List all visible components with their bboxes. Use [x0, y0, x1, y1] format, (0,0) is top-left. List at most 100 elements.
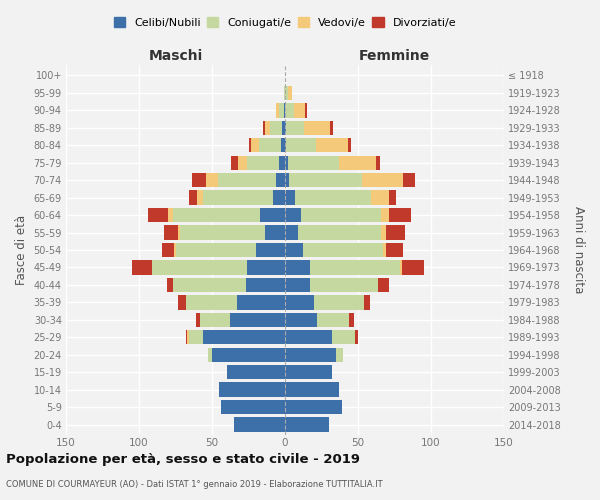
Bar [286, 120, 304, 135]
Bar [186, 295, 237, 310]
Bar [178, 226, 180, 239]
Bar [336, 348, 343, 362]
Bar [383, 243, 386, 257]
Bar [285, 190, 295, 205]
Bar [191, 173, 206, 188]
Bar [260, 208, 285, 222]
Bar [221, 400, 285, 414]
Text: Popolazione per età, sesso e stato civile - 2019: Popolazione per età, sesso e stato civil… [6, 452, 360, 466]
Bar [231, 156, 238, 170]
Bar [310, 278, 379, 292]
Bar [132, 260, 152, 274]
Bar [301, 208, 382, 222]
Bar [265, 120, 271, 135]
Bar [317, 312, 349, 327]
Bar [173, 278, 245, 292]
Bar [386, 243, 403, 257]
Bar [289, 173, 362, 188]
Bar [294, 103, 305, 118]
Bar [238, 156, 247, 170]
Bar [247, 156, 279, 170]
Bar [203, 190, 274, 205]
Bar [285, 208, 301, 222]
Bar [285, 295, 314, 310]
Bar [176, 243, 256, 257]
Bar [148, 208, 168, 222]
Bar [302, 243, 383, 257]
Bar [389, 190, 396, 205]
Bar [237, 295, 285, 310]
Bar [285, 243, 302, 257]
Bar [284, 103, 285, 118]
Bar [173, 208, 260, 222]
Bar [389, 208, 410, 222]
Bar [295, 190, 371, 205]
Bar [285, 226, 298, 239]
Bar [371, 190, 389, 205]
Bar [285, 348, 336, 362]
Bar [285, 400, 342, 414]
Bar [382, 226, 386, 239]
Bar [196, 312, 200, 327]
Bar [400, 260, 402, 274]
Bar [332, 330, 355, 344]
Bar [197, 190, 203, 205]
Bar [314, 295, 364, 310]
Bar [316, 138, 348, 152]
Bar [218, 173, 276, 188]
Bar [348, 138, 351, 152]
Bar [180, 226, 265, 239]
Bar [152, 260, 247, 274]
Bar [379, 278, 389, 292]
Bar [285, 103, 294, 118]
Bar [403, 173, 415, 188]
Bar [208, 348, 212, 362]
Bar [167, 278, 173, 292]
Bar [245, 278, 285, 292]
Bar [247, 260, 285, 274]
Bar [188, 330, 203, 344]
Y-axis label: Anni di nascita: Anni di nascita [572, 206, 585, 294]
Text: Maschi: Maschi [148, 50, 203, 64]
Bar [281, 138, 285, 152]
Bar [285, 156, 288, 170]
Bar [248, 138, 251, 152]
Bar [234, 418, 285, 432]
Bar [276, 173, 285, 188]
Bar [164, 226, 178, 239]
Bar [174, 243, 176, 257]
Bar [285, 120, 286, 135]
Bar [256, 243, 285, 257]
Bar [271, 120, 282, 135]
Bar [288, 86, 292, 100]
Bar [355, 330, 358, 344]
Bar [285, 173, 289, 188]
Bar [285, 365, 332, 380]
Bar [276, 103, 279, 118]
Bar [168, 208, 173, 222]
Bar [200, 312, 230, 327]
Bar [284, 86, 285, 100]
Bar [279, 103, 284, 118]
Bar [186, 330, 187, 344]
Bar [285, 138, 286, 152]
Bar [285, 312, 317, 327]
Bar [227, 365, 285, 380]
Bar [376, 156, 380, 170]
Bar [187, 330, 188, 344]
Bar [259, 138, 281, 152]
Bar [364, 295, 370, 310]
Bar [178, 295, 186, 310]
Bar [230, 312, 285, 327]
Bar [286, 138, 316, 152]
Bar [285, 418, 329, 432]
Bar [310, 260, 400, 274]
Bar [274, 190, 285, 205]
Bar [163, 243, 174, 257]
Bar [188, 190, 197, 205]
Bar [285, 330, 332, 344]
Bar [251, 138, 259, 152]
Bar [285, 278, 310, 292]
Bar [402, 260, 424, 274]
Bar [212, 348, 285, 362]
